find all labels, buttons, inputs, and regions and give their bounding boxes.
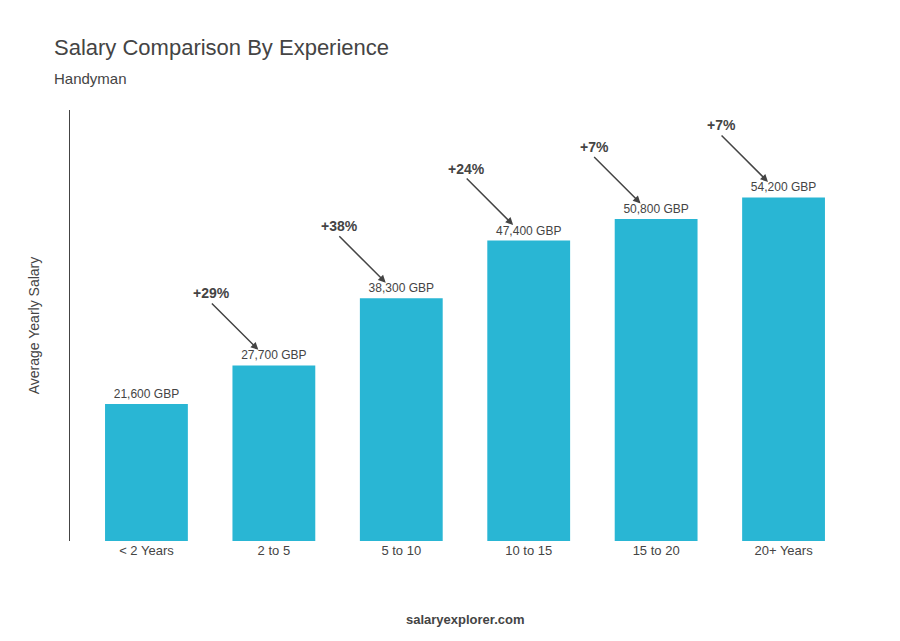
svg-text:Salary Comparison By Experienc: Salary Comparison By Experience bbox=[54, 35, 389, 60]
svg-text:+38%: +38% bbox=[321, 218, 358, 234]
svg-text:+7%: +7% bbox=[580, 139, 609, 155]
svg-text:27,700 GBP: 27,700 GBP bbox=[241, 348, 306, 362]
svg-text:5 to 10: 5 to 10 bbox=[381, 543, 421, 558]
svg-text:38,300 GBP: 38,300 GBP bbox=[369, 281, 434, 295]
svg-text:54,200 GBP: 54,200 GBP bbox=[751, 180, 816, 194]
svg-text:Handyman: Handyman bbox=[54, 70, 127, 87]
svg-text:50,800 GBP: 50,800 GBP bbox=[623, 202, 688, 216]
svg-text:< 2 Years: < 2 Years bbox=[119, 543, 174, 558]
svg-text:+7%: +7% bbox=[707, 117, 736, 133]
svg-text:+29%: +29% bbox=[193, 285, 230, 301]
svg-text:+24%: +24% bbox=[448, 161, 485, 177]
svg-text:47,400 GBP: 47,400 GBP bbox=[496, 224, 561, 238]
svg-text:salaryexplorer.com: salaryexplorer.com bbox=[406, 612, 525, 627]
svg-text:10 to 15: 10 to 15 bbox=[505, 543, 552, 558]
svg-text:15 to 20: 15 to 20 bbox=[633, 543, 680, 558]
svg-text:20+ Years: 20+ Years bbox=[754, 543, 813, 558]
svg-text:2 to 5: 2 to 5 bbox=[258, 543, 291, 558]
svg-text:21,600 GBP: 21,600 GBP bbox=[114, 387, 179, 401]
svg-text:Average Yearly Salary: Average Yearly Salary bbox=[26, 257, 42, 395]
